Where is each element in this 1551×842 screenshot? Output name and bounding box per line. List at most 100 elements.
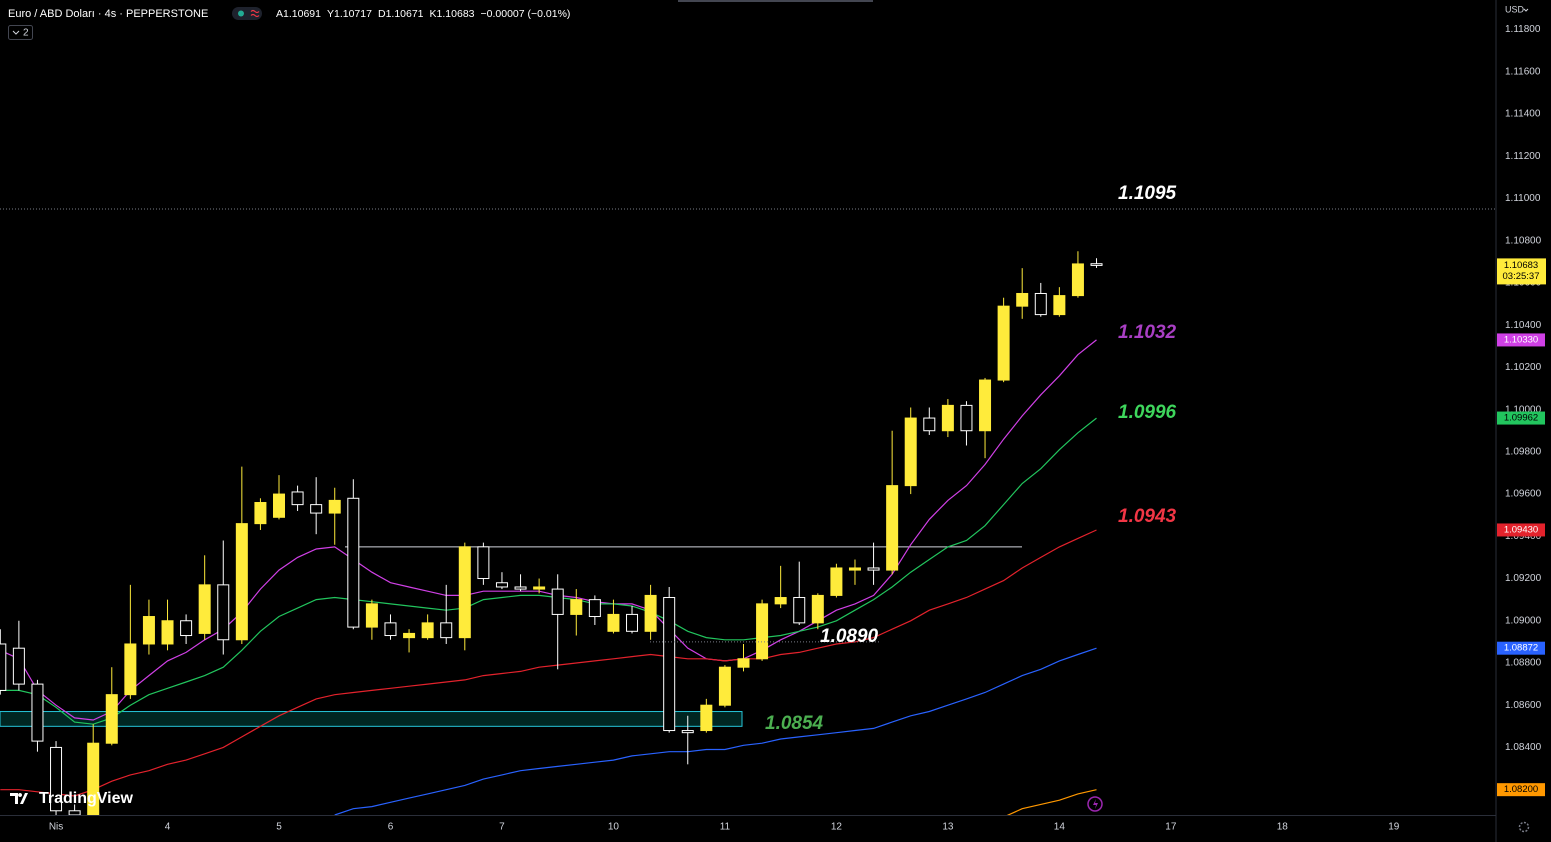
candle-body (848, 567, 861, 571)
y-tick-label: 1.11200 (1505, 151, 1541, 162)
ohlc-value: 1.10671 (386, 8, 424, 20)
current-price-tag (1497, 258, 1546, 285)
price-tag-label: 1.10330 (1504, 334, 1538, 345)
top-handle (678, 0, 873, 2)
x-tick-label: 11 (720, 822, 731, 833)
candle-body (291, 491, 304, 506)
candle-body (904, 417, 917, 487)
price-tag-label: 1.09430 (1504, 524, 1538, 535)
candle-body (700, 704, 713, 732)
candle-body (1053, 295, 1066, 316)
candle-body (830, 567, 843, 596)
candle-body (310, 504, 323, 514)
candle-body (403, 632, 416, 639)
price-tag-label: 1.09962 (1504, 413, 1538, 424)
candle-body (588, 599, 601, 618)
x-tick-label: Nis (49, 822, 63, 833)
price-tag (1497, 641, 1545, 655)
ohlc-letter: Y (327, 8, 334, 20)
y-tick-label: 1.09000 (1505, 615, 1542, 626)
settings-icon[interactable] (1518, 821, 1530, 833)
y-tick-label: 1.10800 (1505, 235, 1542, 246)
ohlc-value: 1.10683 (437, 8, 475, 20)
currency-label[interactable]: USD (1505, 4, 1525, 14)
candle-body (217, 584, 230, 641)
candle-body (180, 620, 193, 637)
y-tick-label: 1.11600 (1505, 66, 1541, 77)
candle-body (997, 305, 1010, 381)
current-price-label: 1.10683 (1504, 260, 1538, 271)
candle-body (737, 658, 750, 668)
logo-mark (10, 793, 28, 804)
y-tick-label: 1.11400 (1505, 109, 1541, 120)
price-tag-label: 1.08200 (1504, 784, 1538, 795)
watermark-text: TradingView (39, 790, 134, 807)
price-tag-label: 1.08872 (1504, 643, 1538, 654)
candle-body (1090, 263, 1103, 266)
y-tick-label: 1.08800 (1505, 658, 1542, 669)
annotation-label: 1.1032 (1118, 322, 1177, 343)
candle-body (440, 622, 453, 639)
x-tick-label: 18 (1277, 822, 1289, 833)
candle-body (811, 594, 824, 624)
zone (0, 711, 743, 727)
indicator-toggle[interactable] (8, 25, 33, 40)
candle-body (923, 417, 936, 432)
ohlc-letter: A (276, 8, 283, 20)
symbol-title[interactable]: Euro / ABD Doları · 4s · PEPPERSTONE (8, 8, 208, 20)
annotation-label: 1.1095 (1118, 183, 1177, 204)
x-tick-label: 14 (1054, 822, 1066, 833)
candle-body (793, 597, 806, 624)
moving-average-line (0, 529, 1097, 797)
candle-body (31, 683, 44, 742)
x-tick-label: 19 (1388, 822, 1400, 833)
ohlc-letter: K (430, 8, 437, 20)
x-tick-label: 5 (276, 822, 282, 833)
x-tick-label: 17 (1165, 822, 1177, 833)
candle-body (570, 599, 583, 615)
y-tick-label: 1.10200 (1505, 362, 1542, 373)
lightning (1093, 799, 1098, 809)
candle-body (124, 643, 137, 696)
moving-average-line (0, 417, 1097, 725)
candle-body (273, 493, 285, 518)
annotation-label: 1.0854 (765, 713, 824, 734)
candle-body (718, 666, 731, 706)
y-tick-label: 1.11800 (1505, 24, 1541, 35)
candle-body (384, 622, 397, 637)
candle-body (607, 613, 620, 632)
price-tag (1497, 523, 1545, 537)
y-tick-label: 1.08600 (1505, 700, 1542, 711)
y-tick-label: 1.09200 (1505, 573, 1542, 584)
candle-body (458, 546, 471, 639)
alert-icon[interactable] (1087, 796, 1103, 812)
ohlc-letter: D (378, 8, 386, 20)
moving-average-line (1006, 789, 1097, 815)
candle-body (551, 588, 564, 615)
x-tick-label: 13 (942, 822, 954, 833)
y-tick-label: 1.10400 (1505, 320, 1542, 331)
moving-average-line (0, 339, 1097, 721)
ohlc-legend: A1.10691 Y1.10717 D1.10671 K1.10683 −0.00007… (276, 8, 570, 20)
x-tick-label: 4 (165, 822, 171, 833)
countdown-label: 03:25:37 (1503, 271, 1540, 282)
ohlc-change: −0.00007 (−0.01%) (481, 8, 571, 20)
candle-body (198, 584, 211, 634)
candle-body (50, 746, 63, 812)
price-tag (1497, 783, 1545, 797)
x-tick-label: 10 (608, 822, 620, 833)
candle-body (347, 497, 360, 628)
y-tick-label: 1.11000 (1505, 193, 1541, 204)
candle-body (12, 647, 25, 685)
y-tick-label: 1.08400 (1505, 742, 1542, 753)
x-tick-label: 12 (831, 822, 843, 833)
candle-body (477, 546, 490, 580)
candle-body (105, 694, 118, 744)
candle-body (644, 594, 657, 632)
candle-body (867, 567, 880, 571)
candle-body (365, 603, 378, 628)
status-pill[interactable] (232, 7, 262, 20)
candle-body (663, 597, 676, 732)
